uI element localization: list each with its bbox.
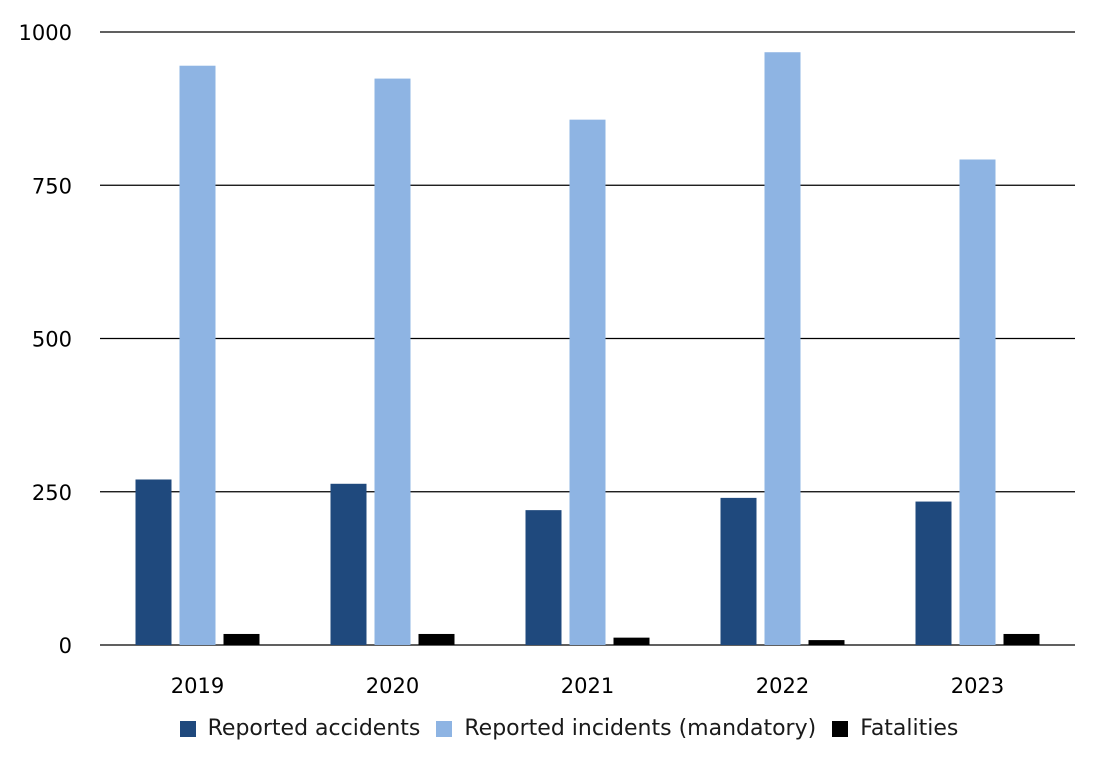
x-tick-label: 2019 (171, 674, 224, 698)
bar-fatalities-2023 (1003, 633, 1040, 645)
bar-fatalities-2021 (613, 637, 650, 645)
legend-swatch-reported-incidents (436, 720, 453, 737)
bars (135, 52, 1040, 646)
y-axis-ticks: 0 250 500 750 1000 (19, 21, 72, 658)
legend-item-reported-accidents: Reported accidents (179, 716, 421, 741)
legend-item-fatalities: Fatalities (832, 716, 958, 741)
y-tick-label: 750 (32, 174, 72, 198)
bar-reported-accidents-2022 (720, 497, 757, 645)
legend: Reported accidents Reported incidents (m… (0, 716, 1093, 741)
bar-reported-incidents-mandatory-2021 (569, 119, 606, 645)
bar-reported-accidents-2023 (915, 501, 952, 645)
bar-fatalities-2019 (223, 633, 260, 645)
y-tick-label: 1000 (19, 21, 72, 45)
bar-reported-accidents-2019 (135, 479, 172, 645)
bar-reported-accidents-2021 (525, 510, 562, 645)
legend-label: Reported accidents (207, 716, 421, 741)
x-axis-ticks: 2019 2020 2021 2022 2023 (171, 674, 1004, 698)
bar-fatalities-2020 (418, 633, 455, 645)
bar-reported-incidents-mandatory-2022 (764, 52, 801, 645)
x-tick-label: 2022 (756, 674, 809, 698)
y-tick-label: 500 (32, 328, 72, 352)
legend-item-reported-incidents: Reported incidents (mandatory) (436, 716, 816, 741)
y-tick-label: 0 (59, 634, 72, 658)
x-tick-label: 2023 (951, 674, 1004, 698)
legend-swatch-reported-accidents (179, 720, 196, 737)
y-tick-label: 250 (32, 481, 72, 505)
bar-reported-incidents-mandatory-2023 (959, 159, 996, 645)
legend-label: Fatalities (860, 716, 959, 741)
x-tick-label: 2020 (366, 674, 419, 698)
legend-swatch-fatalities (832, 720, 849, 737)
legend-label: Reported incidents (mandatory) (464, 716, 817, 741)
x-tick-label: 2021 (561, 674, 614, 698)
bar-reported-incidents-mandatory-2019 (179, 65, 216, 646)
bar-fatalities-2022 (808, 640, 845, 645)
bar-reported-accidents-2020 (330, 483, 367, 645)
bar-reported-incidents-mandatory-2020 (374, 78, 411, 645)
